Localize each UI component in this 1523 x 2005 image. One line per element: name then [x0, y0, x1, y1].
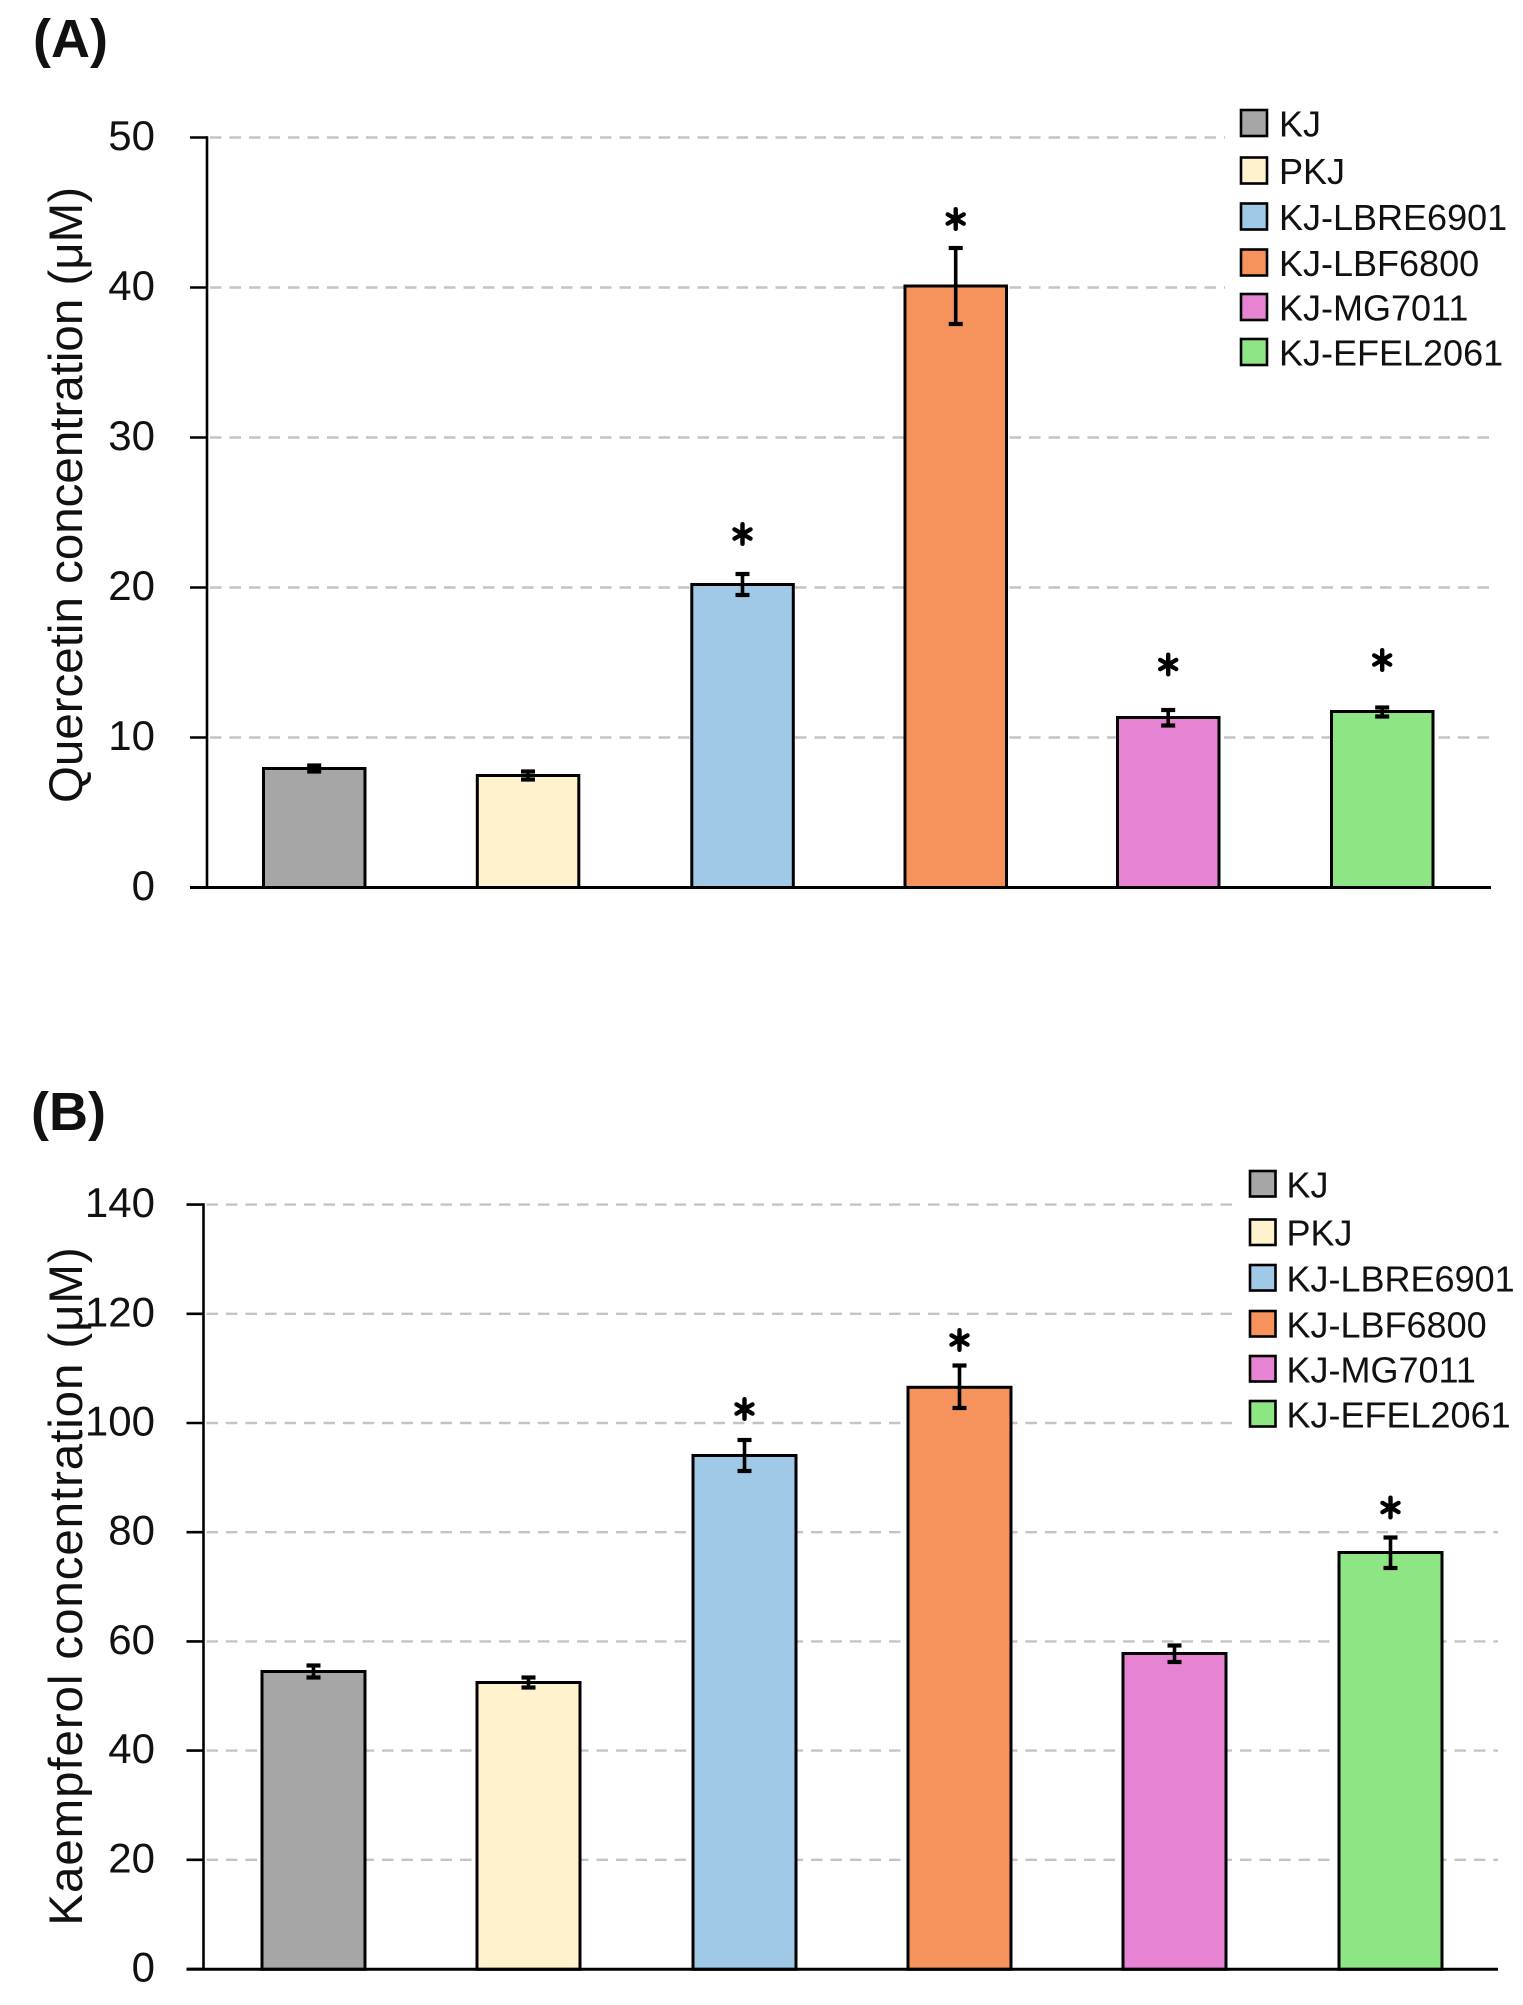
svg-text:KJ-LBRE6901: KJ-LBRE6901 [1279, 197, 1507, 238]
svg-text:10: 10 [108, 712, 155, 759]
svg-text:KJ: KJ [1279, 104, 1321, 145]
svg-text:60: 60 [108, 1616, 155, 1663]
svg-text:KJ-LBF6800: KJ-LBF6800 [1279, 243, 1479, 284]
svg-text:50: 50 [108, 112, 155, 159]
svg-text:KJ-LBF6800: KJ-LBF6800 [1287, 1304, 1487, 1345]
svg-text:40: 40 [108, 262, 155, 309]
svg-text:0: 0 [132, 862, 155, 909]
svg-text:40: 40 [108, 1725, 155, 1772]
svg-text:Quercetin concentration (μM): Quercetin concentration (μM) [40, 187, 93, 803]
svg-text:KJ: KJ [1287, 1164, 1329, 1205]
svg-text:80: 80 [108, 1507, 155, 1554]
svg-text:20: 20 [108, 1834, 155, 1881]
svg-text:KJ-EFEL2061: KJ-EFEL2061 [1279, 333, 1503, 374]
svg-text:100: 100 [85, 1398, 155, 1445]
svg-text:30: 30 [108, 412, 155, 459]
svg-text:KJ-MG7011: KJ-MG7011 [1287, 1349, 1476, 1390]
svg-text:120: 120 [85, 1288, 155, 1335]
svg-text:PKJ: PKJ [1279, 151, 1345, 192]
svg-text:PKJ: PKJ [1287, 1213, 1353, 1254]
svg-text:(A): (A) [33, 9, 108, 69]
svg-text:KJ-MG7011: KJ-MG7011 [1279, 288, 1468, 329]
svg-text:20: 20 [108, 562, 155, 609]
svg-text:140: 140 [85, 1179, 155, 1226]
svg-text:Kaempferol concentration (μM): Kaempferol concentration (μM) [40, 1246, 93, 1925]
svg-text:(B): (B) [31, 1082, 106, 1142]
svg-text:KJ-LBRE6901: KJ-LBRE6901 [1287, 1258, 1515, 1299]
svg-text:0: 0 [132, 1944, 155, 1991]
svg-text:KJ-EFEL2061: KJ-EFEL2061 [1287, 1394, 1511, 1435]
